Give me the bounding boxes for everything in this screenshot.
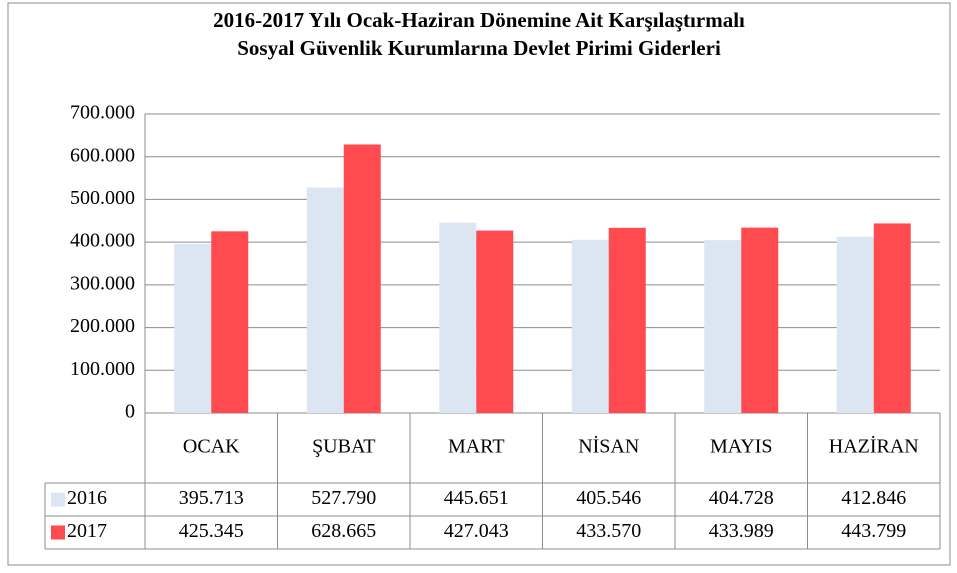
x-tick-label: OCAK — [183, 436, 240, 458]
y-tick-label: 700.000 — [70, 102, 135, 124]
table-value: 427.043 — [444, 520, 509, 542]
table-value: 433.989 — [709, 520, 774, 542]
x-tick-label: MART — [448, 436, 505, 458]
x-tick-label: ŞUBAT — [312, 436, 375, 458]
bar — [439, 222, 477, 413]
y-tick-label: 300.000 — [70, 272, 135, 294]
table-value: 445.651 — [444, 487, 509, 509]
legend-swatch — [51, 492, 65, 507]
chart-title: Sosyal Güvenlik Kurumlarına Devlet Pirim… — [237, 36, 721, 60]
y-tick-label: 200.000 — [70, 315, 135, 337]
bar — [476, 230, 514, 413]
bar — [571, 239, 609, 413]
x-tick-label: NİSAN — [578, 435, 639, 458]
x-tick-label: MAYIS — [710, 436, 773, 458]
bar — [873, 223, 911, 413]
y-tick-label: 400.000 — [70, 230, 135, 252]
legend-swatch — [51, 525, 65, 540]
bar — [211, 231, 249, 413]
bar — [704, 240, 742, 413]
bar — [174, 243, 212, 413]
y-tick-label: 100.000 — [70, 358, 135, 380]
y-tick-label: 600.000 — [70, 144, 135, 166]
bar — [608, 227, 646, 413]
table-value: 405.546 — [576, 487, 641, 509]
bar — [741, 227, 779, 413]
table-value: 395.713 — [179, 487, 244, 509]
x-tick-label: HAZİRAN — [829, 435, 919, 458]
y-tick-label: 0 — [125, 401, 135, 423]
bar — [343, 144, 381, 414]
bar — [836, 236, 874, 413]
table-value: 404.728 — [709, 487, 774, 509]
table-value: 412.846 — [841, 487, 906, 509]
chart-title: 2016-2017 Yılı Ocak-Haziran Dönemine Ait… — [213, 8, 745, 32]
table-value: 443.799 — [841, 520, 906, 542]
legend-label: 2016 — [67, 487, 107, 509]
table-value: 425.345 — [179, 520, 244, 542]
bar — [306, 187, 344, 413]
table-value: 433.570 — [576, 520, 641, 542]
table-value: 527.790 — [311, 487, 376, 509]
legend-label: 2017 — [67, 520, 107, 542]
y-tick-label: 500.000 — [70, 187, 135, 209]
table-value: 628.665 — [311, 520, 376, 542]
